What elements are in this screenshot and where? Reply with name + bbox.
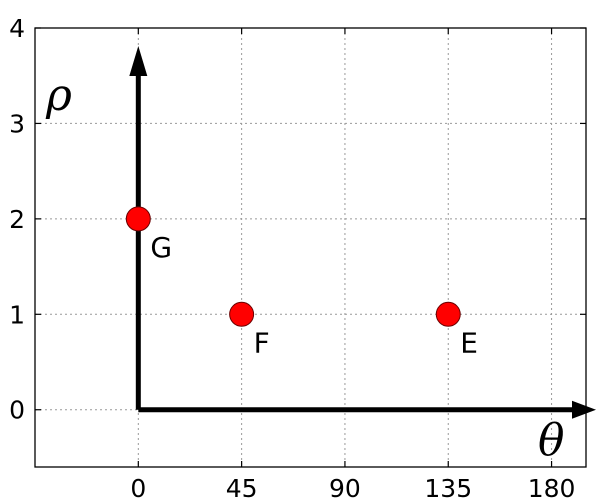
x-tick-label: 90 xyxy=(329,474,361,501)
y-tick-label: 1 xyxy=(9,300,25,329)
y-axis-label: ρ xyxy=(45,70,72,121)
y-tick-label: 3 xyxy=(9,109,25,138)
x-axis-label: θ xyxy=(538,415,565,466)
x-tick-label: 0 xyxy=(130,474,146,501)
point-F xyxy=(229,301,255,327)
x-tick-label: 180 xyxy=(528,474,576,501)
y-tick-label: 4 xyxy=(9,14,25,43)
plot-frame xyxy=(34,27,587,468)
point-G xyxy=(125,206,151,232)
point-E xyxy=(435,301,461,327)
x-tick-label: 45 xyxy=(226,474,258,501)
x-tick-label: 135 xyxy=(424,474,472,501)
point-label-G: G xyxy=(150,231,172,264)
theta-axis-arrow xyxy=(138,400,596,419)
data-points: G F E xyxy=(125,206,478,359)
y-tick-label: 2 xyxy=(9,205,25,234)
rho-axis-arrow xyxy=(129,46,148,410)
point-label-E: E xyxy=(460,326,478,359)
tick-labels: 0 45 90 135 180 0 1 2 3 4 xyxy=(9,14,586,501)
point-label-F: F xyxy=(254,326,270,359)
grid xyxy=(35,27,586,467)
y-tick-label: 0 xyxy=(9,396,25,425)
